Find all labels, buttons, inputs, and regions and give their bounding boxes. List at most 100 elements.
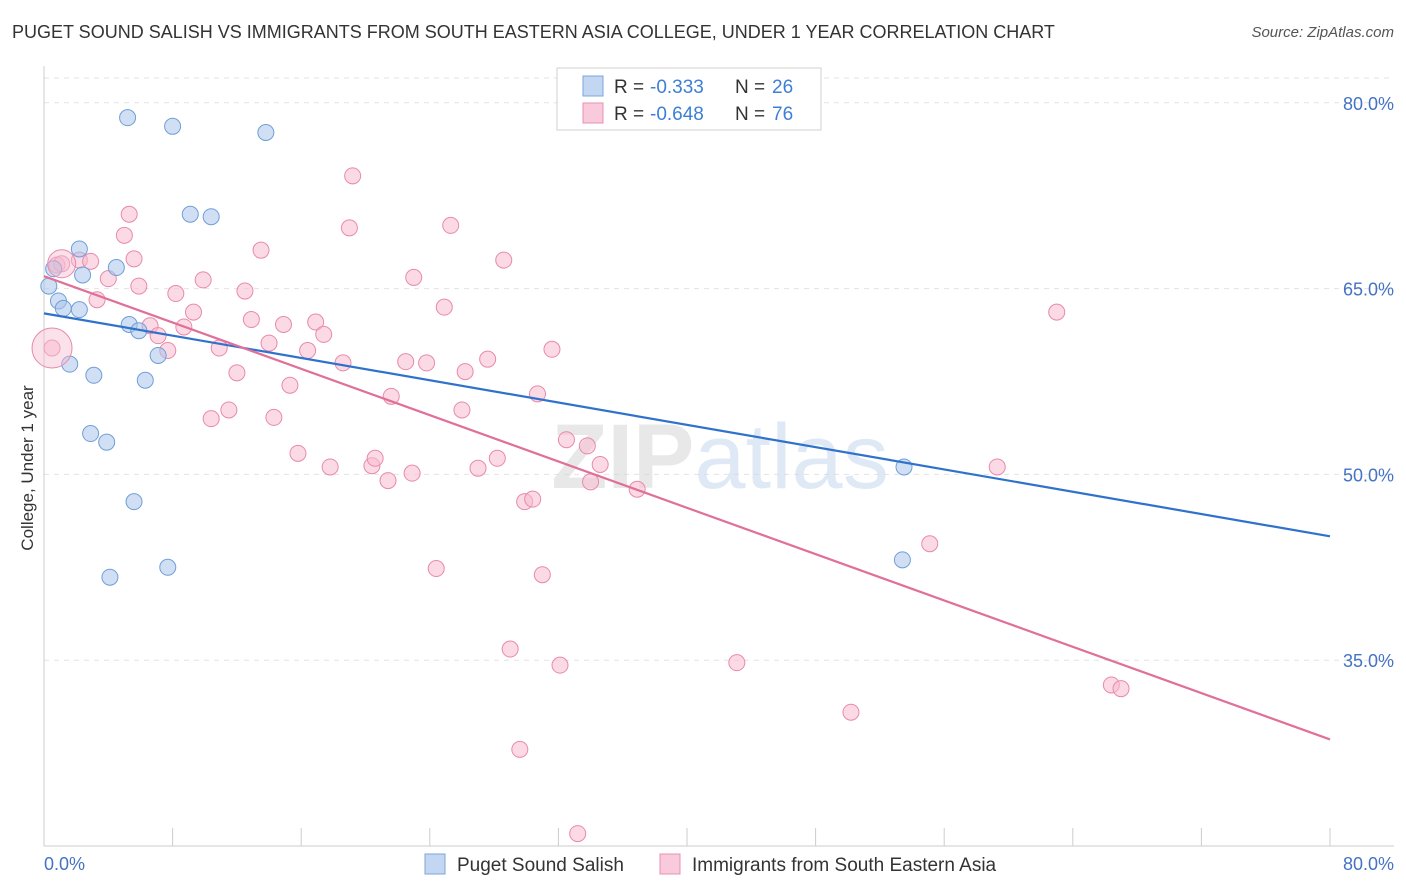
sea-point bbox=[842, 703, 860, 721]
salish-point bbox=[159, 558, 177, 576]
axes bbox=[43, 66, 1394, 847]
legend-r-value-salish: -0.333 bbox=[650, 77, 704, 98]
sea-point bbox=[289, 444, 307, 462]
sea-point bbox=[488, 449, 506, 467]
sea-point bbox=[591, 455, 609, 473]
legend-swatch-sea bbox=[582, 102, 604, 124]
sea-point bbox=[557, 431, 575, 449]
source-label: Source: ZipAtlas.com bbox=[1251, 24, 1394, 41]
sea-point bbox=[921, 535, 939, 553]
sea-point bbox=[220, 401, 238, 419]
salish-point bbox=[119, 109, 137, 127]
legend-n-label-salish: N = bbox=[735, 77, 765, 98]
sea-point bbox=[315, 325, 333, 343]
sea-point-large bbox=[31, 327, 73, 369]
sea-point bbox=[202, 410, 220, 428]
salish-point bbox=[54, 299, 72, 317]
salish-point bbox=[85, 366, 103, 384]
x-tick-label-max: 80.0% bbox=[1343, 854, 1394, 874]
salish-point bbox=[164, 117, 182, 135]
sea-point bbox=[543, 340, 561, 358]
salish-point bbox=[61, 355, 79, 373]
sea-point bbox=[275, 316, 293, 334]
sea-point bbox=[194, 271, 212, 289]
sea-point bbox=[405, 268, 423, 286]
salish-point bbox=[257, 124, 275, 142]
gridlines bbox=[44, 77, 1394, 661]
y-tick-labels: 35.0% 50.0% 65.0% 80.0% bbox=[1343, 94, 1394, 671]
sea-point bbox=[456, 363, 474, 381]
sea-point bbox=[403, 464, 421, 482]
sea-point bbox=[82, 252, 100, 270]
salish-point bbox=[82, 425, 100, 443]
legend-n-value-sea: 76 bbox=[772, 104, 793, 125]
salish-point bbox=[125, 493, 143, 511]
sea-point bbox=[242, 311, 260, 329]
salish-point bbox=[45, 260, 63, 278]
y-axis-label: College, Under 1 year bbox=[18, 385, 37, 551]
sea-point bbox=[551, 656, 569, 674]
sea-point bbox=[435, 298, 453, 316]
legend-n-value-salish: 26 bbox=[772, 77, 793, 98]
watermark: ZIPatlas bbox=[551, 406, 888, 508]
sea-point bbox=[379, 472, 397, 490]
sea-point bbox=[453, 401, 471, 419]
legend-r-label-sea: R = bbox=[614, 104, 644, 125]
sea-point bbox=[1048, 303, 1066, 321]
trend-lines bbox=[43, 275, 1331, 741]
sea-point bbox=[236, 282, 254, 300]
correlation-legend: R = -0.333 N = 26 R = -0.648 N = 76 bbox=[556, 67, 822, 131]
sea-point bbox=[469, 459, 487, 477]
sea-point bbox=[533, 566, 551, 584]
sea-point bbox=[442, 216, 460, 234]
salish-point bbox=[893, 551, 911, 569]
sea-point bbox=[321, 458, 339, 476]
sea-point bbox=[366, 449, 384, 467]
salish-point bbox=[70, 301, 88, 319]
sea-point bbox=[344, 167, 362, 185]
bottom-legend-label-sea: Immigrants from South Eastern Asia bbox=[692, 855, 997, 876]
salish-point bbox=[202, 208, 220, 226]
sea-point bbox=[228, 364, 246, 382]
y-tick-label: 80.0% bbox=[1343, 94, 1394, 114]
legend-r-label-salish: R = bbox=[614, 77, 644, 98]
y-tick-label: 35.0% bbox=[1343, 651, 1394, 671]
sea-point bbox=[149, 327, 167, 345]
sea-point bbox=[125, 250, 143, 268]
sea-point-large bbox=[47, 249, 77, 279]
sea-point bbox=[299, 342, 317, 360]
sea-point bbox=[418, 354, 436, 372]
sea-point bbox=[524, 490, 542, 508]
bottom-legend-swatch-sea bbox=[659, 853, 681, 875]
series-legend: Puget Sound Salish Immigrants from South… bbox=[424, 853, 997, 876]
bottom-legend-label-salish: Puget Sound Salish bbox=[457, 855, 624, 876]
sea-point bbox=[265, 408, 283, 426]
chart-title: PUGET SOUND SALISH VS IMMIGRANTS FROM SO… bbox=[12, 22, 1055, 42]
y-tick-label: 65.0% bbox=[1343, 280, 1394, 300]
sea-point bbox=[167, 285, 185, 303]
legend-n-label-sea: N = bbox=[735, 104, 765, 125]
sea-point bbox=[479, 350, 497, 368]
sea-point bbox=[252, 241, 270, 259]
sea-point bbox=[115, 226, 133, 244]
bottom-legend-swatch-salish bbox=[424, 853, 446, 875]
sea-point bbox=[495, 251, 513, 269]
y-tick-label: 50.0% bbox=[1343, 465, 1394, 485]
sea-point bbox=[281, 376, 299, 394]
sea-trend-line bbox=[43, 275, 1331, 741]
sea-point bbox=[130, 277, 148, 295]
salish-point bbox=[149, 346, 167, 364]
sea-point bbox=[988, 458, 1006, 476]
sea-point bbox=[397, 353, 415, 371]
sea-point bbox=[334, 354, 352, 372]
sea-point bbox=[511, 740, 529, 758]
sea-point bbox=[1112, 680, 1130, 698]
sea-point bbox=[307, 313, 325, 331]
salish-point bbox=[74, 266, 92, 284]
sea-point bbox=[43, 339, 61, 357]
legend-r-value-sea: -0.648 bbox=[650, 104, 704, 125]
salish-point bbox=[136, 371, 154, 389]
sea-point bbox=[260, 334, 278, 352]
legend-swatch-salish bbox=[582, 75, 604, 97]
sea-point bbox=[427, 560, 445, 578]
